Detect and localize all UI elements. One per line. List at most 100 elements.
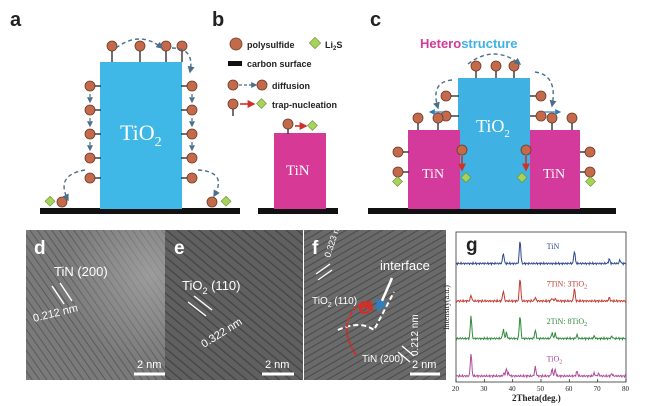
- fringe-marker-d2: [59, 282, 73, 302]
- tin-block-b: [274, 133, 326, 209]
- li2s-deposit: [585, 176, 596, 187]
- panel-g: g TiN 7TiN: 3TiO2 2TiN: 8TiO2 TiO2 20 30 40 50…: [442, 231, 630, 403]
- electron-path: [345, 299, 374, 356]
- diffusion-arrow-right-a: [197, 169, 220, 198]
- panel-a: a TiO2: [10, 9, 240, 214]
- li2s-b: [307, 120, 318, 131]
- polysulfide-particle: [392, 146, 404, 158]
- legend-polysulfide-icon: [229, 37, 243, 51]
- polysulfide-particle: [440, 90, 452, 102]
- xrd-series-line: [456, 241, 627, 267]
- fringe-marker-f2: [317, 269, 333, 281]
- diffusion-arc-right-c: [534, 71, 557, 108]
- xrd-series-label: TiN: [547, 242, 560, 251]
- panel-d-letter: d: [34, 238, 46, 259]
- polysulfide-particle: [84, 152, 96, 164]
- xrd-plot-frame: [455, 231, 627, 383]
- polysulfide-particle: [84, 104, 96, 116]
- polysulfide-particle: [206, 196, 218, 208]
- polysulfide-particle: [106, 40, 118, 52]
- tem-shade-d: [26, 230, 172, 380]
- xrd-series-group: TiN 7TiN: 3TiO2 2TiN: 8TiO2 TiO2: [455, 241, 627, 379]
- polysulfide-particle: [186, 128, 198, 140]
- xrd-series-label: 2TiN: 8TiO2: [547, 317, 587, 328]
- xrd-tick-label: 50: [537, 385, 545, 393]
- xrd-series-label: 7TiN: 3TiO2: [547, 280, 587, 291]
- xrd-series-line: [455, 315, 627, 341]
- polysulfide-particle: [566, 112, 578, 124]
- particle-b: [282, 118, 294, 130]
- interface-pointer: [376, 277, 394, 313]
- panel-d-plane: TiN (200): [54, 264, 108, 279]
- panel-c: c Heterostructure TiN TiO2 TiN: [368, 9, 616, 214]
- panel-e-plane: TiO2 (110): [182, 278, 240, 296]
- diffusion-arrow-top-right-a: [171, 47, 195, 74]
- legend-li2s-icon: [308, 36, 322, 50]
- polysulfide-particle: [584, 166, 596, 178]
- polysulfide-particle: [186, 104, 198, 116]
- xrd-series-line: [455, 354, 627, 379]
- li2s-deposit: [220, 195, 232, 207]
- polysulfide-particle: [84, 128, 96, 140]
- diffusion-arc-top-c: [467, 53, 522, 65]
- carbon-surface-a: [40, 208, 240, 214]
- panel-f-electron: e: [358, 293, 371, 320]
- interface-dashed-line: [337, 291, 395, 332]
- polysulfide-particle: [412, 112, 424, 124]
- panel-d-scale: 2 nm: [137, 359, 161, 371]
- diffusion-arrow-top-a: [115, 38, 164, 49]
- polysulfide-particle: [432, 112, 444, 124]
- li2s-deposit: [460, 172, 472, 183]
- polysulfide-particle: [84, 172, 96, 184]
- tio2-block-a: [100, 62, 182, 209]
- xrd-ylabel: Intensity(a.u.): [442, 285, 451, 330]
- polysulfide-particle: [546, 112, 558, 124]
- panel-b-letter: b: [212, 9, 224, 31]
- polysulfide-particle: [520, 144, 532, 156]
- panel-f-letter: f: [312, 238, 319, 259]
- tio2-label-c: TiO2: [476, 116, 510, 140]
- legend-li2s-label: Li2S: [325, 40, 342, 52]
- xrd-tick-label: 70: [594, 385, 602, 393]
- tem-image-f: [304, 230, 446, 380]
- fringe-marker-f4: [397, 351, 411, 363]
- polysulfide-particle: [490, 60, 502, 72]
- xrd-tick-label: 40: [509, 385, 516, 393]
- fringe-marker-f1: [315, 263, 331, 275]
- panel-f-tio2-plane: TiO2 (110): [312, 296, 357, 309]
- legend-diffusion-icon-b: [256, 79, 268, 91]
- legend-diffusion-label: diffusion: [272, 81, 310, 91]
- xrd-series-label: TiO2: [547, 355, 563, 366]
- heterostructure-title: Heterostructure: [420, 36, 518, 51]
- fringe-marker-d1: [51, 285, 65, 305]
- diffusion-arc-left-c: [433, 79, 453, 110]
- tin-label-right-c: TiN: [543, 167, 565, 182]
- xrd-tick-label: 20: [452, 385, 460, 393]
- polysulfide-particle: [160, 40, 172, 52]
- fringe-marker-e2: [193, 295, 213, 311]
- polysulfide-particle: [186, 152, 198, 164]
- panel-f-tin-plane: TiN (200): [362, 354, 403, 365]
- polysulfide-particle: [186, 80, 198, 92]
- li2s-deposit: [516, 172, 528, 183]
- xrd-tick-label: 60: [565, 385, 573, 393]
- legend-trap-label: trap-nucleation: [272, 100, 337, 110]
- polysulfide-particle: [535, 90, 547, 102]
- li2s-deposit: [392, 176, 403, 187]
- panel-f: f 0.323 nm interface TiO2 (110) e 0.212 …: [304, 220, 446, 380]
- panel-e: e TiO2 (110) 0.322 nm 2 nm: [165, 230, 303, 380]
- polysulfide-particle: [508, 60, 520, 72]
- panel-f-scale: 2 nm: [412, 359, 436, 371]
- fringe-marker-e1: [187, 301, 207, 317]
- legend-polysulfide-label: polysulfide: [247, 40, 295, 50]
- panel-a-letter: a: [10, 9, 22, 31]
- particles-a: [44, 40, 232, 208]
- polysulfide-particle: [56, 196, 68, 208]
- legend-trap-li2s-icon: [256, 98, 267, 109]
- tin-block-right-c: [530, 130, 580, 209]
- polysulfide-particle: [584, 146, 596, 158]
- tin-block-left-c: [408, 130, 460, 209]
- xrd-tick-label: 80: [622, 385, 630, 393]
- legend-carbon-icon: [228, 61, 242, 66]
